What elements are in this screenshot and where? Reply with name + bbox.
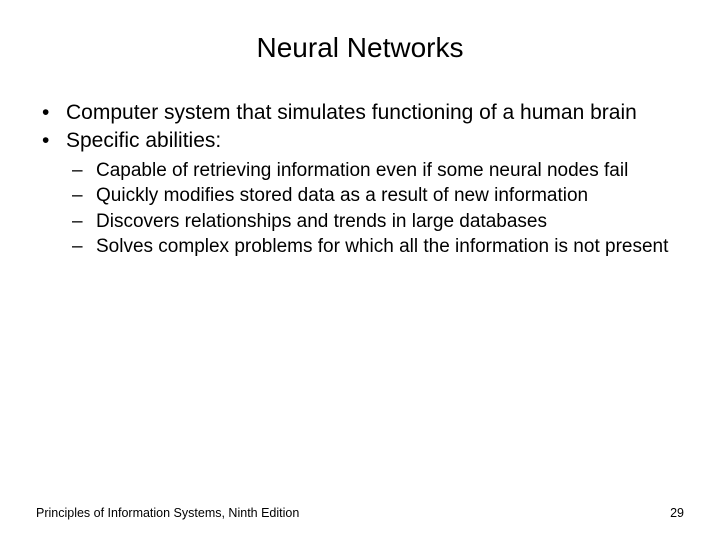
footer-source: Principles of Information Systems, Ninth… [36,506,299,520]
sub-bullet-item: Discovers relationships and trends in la… [66,210,684,233]
page-number: 29 [670,506,684,520]
slide-footer: Principles of Information Systems, Ninth… [36,506,684,520]
sub-bullet-item: Solves complex problems for which all th… [66,235,684,258]
bullet-list-level1: Computer system that simulates functioni… [36,100,684,258]
bullet-item-label: Specific abilities: [66,129,221,152]
slide-body: Computer system that simulates functioni… [36,100,684,258]
bullet-list-level2: Capable of retrieving information even i… [66,159,684,258]
bullet-item: Specific abilities: Capable of retrievin… [36,128,684,258]
slide: Neural Networks Computer system that sim… [0,0,720,540]
bullet-item: Computer system that simulates functioni… [36,100,684,126]
sub-bullet-item: Quickly modifies stored data as a result… [66,184,684,207]
slide-title: Neural Networks [36,32,684,64]
sub-bullet-item: Capable of retrieving information even i… [66,159,684,182]
